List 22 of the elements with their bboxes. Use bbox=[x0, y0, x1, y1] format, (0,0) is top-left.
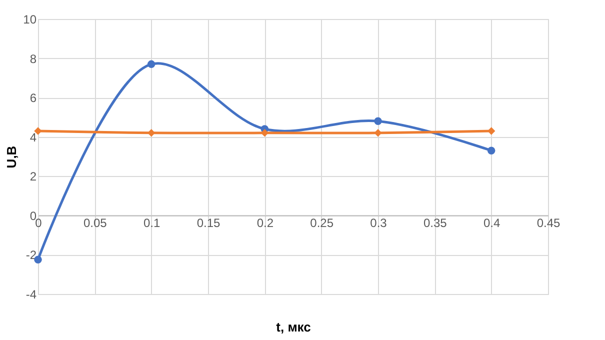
x-tick-label: 0.05 bbox=[83, 216, 108, 230]
x-tick-label: 0.1 bbox=[143, 216, 160, 230]
y-tick-label: 10 bbox=[23, 12, 37, 26]
point bbox=[487, 146, 496, 154]
x-tick-label: 0.45 bbox=[536, 216, 560, 230]
x-tick-label: 0.15 bbox=[196, 216, 220, 230]
x-tick-label: 0.3 bbox=[370, 216, 388, 230]
point bbox=[374, 117, 382, 126]
y-tick-label: -4 bbox=[26, 288, 37, 302]
y-tick-label: 8 bbox=[30, 52, 37, 66]
y-axis-title: U,B bbox=[4, 146, 20, 168]
x-tick-label: 0.35 bbox=[423, 216, 448, 230]
x-tick-label: 0.25 bbox=[310, 216, 334, 230]
x-tick-label: 0.2 bbox=[256, 216, 274, 230]
x-tick-label: 0.4 bbox=[483, 216, 500, 230]
y-tick-label: 6 bbox=[30, 91, 37, 106]
point bbox=[147, 60, 156, 68]
y-tick-label: 4 bbox=[30, 130, 37, 144]
point bbox=[34, 127, 42, 135]
x-axis-title: t, мкс bbox=[276, 320, 311, 334]
point bbox=[374, 129, 382, 137]
y-tick-label: 2 bbox=[30, 170, 37, 184]
